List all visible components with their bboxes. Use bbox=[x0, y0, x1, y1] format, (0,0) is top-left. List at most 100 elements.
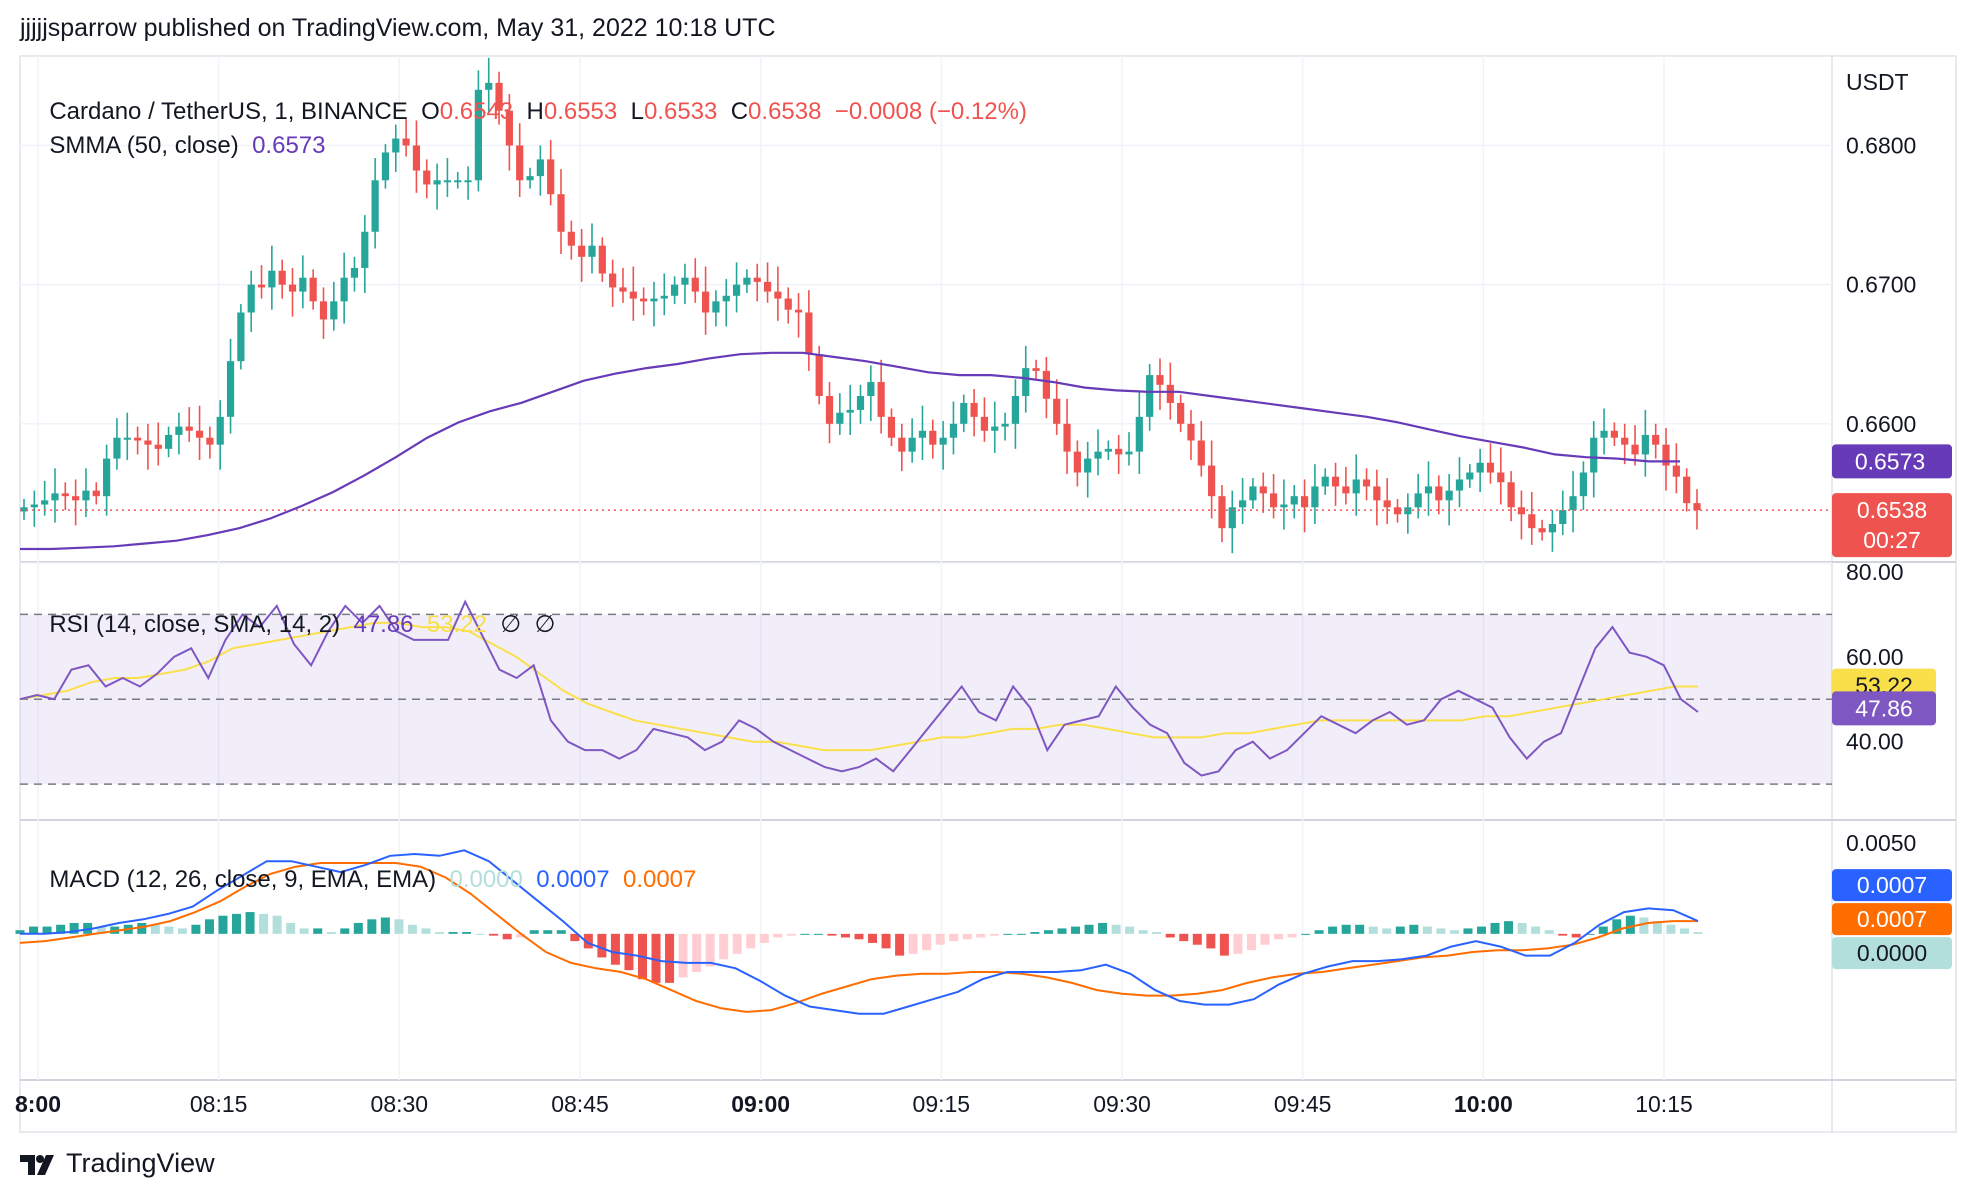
candle-down bbox=[629, 291, 637, 299]
candle-down bbox=[1073, 451, 1081, 473]
candle-up bbox=[20, 507, 28, 512]
candle-down bbox=[1156, 375, 1164, 385]
candle-up bbox=[650, 298, 658, 302]
candle-down bbox=[763, 281, 772, 292]
candle-up bbox=[216, 416, 224, 445]
macd-histogram-bar bbox=[1598, 926, 1608, 934]
macd-histogram-bar bbox=[137, 922, 147, 934]
macd-histogram-bar bbox=[813, 933, 823, 935]
candle-down bbox=[1269, 493, 1278, 508]
macd-histogram-bar bbox=[1476, 926, 1486, 934]
macd-histogram-bar bbox=[286, 922, 296, 934]
candle-up bbox=[991, 426, 999, 431]
countdown-tag: 00:27 bbox=[1863, 527, 1921, 553]
macd-histogram-bar bbox=[922, 933, 932, 951]
candle-up bbox=[1600, 430, 1608, 438]
candle-down bbox=[1393, 507, 1402, 515]
macd-histogram-bar bbox=[191, 924, 201, 934]
candle-down bbox=[1383, 500, 1391, 508]
macd-histogram-bar bbox=[29, 926, 39, 934]
candle-up bbox=[1579, 472, 1588, 497]
candle-up bbox=[743, 277, 751, 285]
macd-histogram-bar bbox=[962, 933, 972, 940]
candle-up bbox=[237, 312, 245, 362]
macd-value: 0.0007 bbox=[536, 866, 610, 893]
macd-histogram-bar bbox=[583, 933, 593, 949]
rsi-line bbox=[19, 599, 1699, 777]
candle-up bbox=[526, 176, 534, 181]
candle-up bbox=[268, 270, 276, 288]
last-price-tag-bg bbox=[1832, 493, 1952, 558]
candle-down bbox=[1032, 368, 1040, 371]
candle-up bbox=[1445, 490, 1453, 501]
rsi-tag-bg bbox=[1832, 691, 1936, 726]
macd-histogram-bar bbox=[489, 933, 499, 936]
candle-up bbox=[1146, 375, 1154, 417]
candle-down bbox=[1042, 370, 1050, 399]
candle-up bbox=[247, 284, 255, 313]
macd-histogram-bar bbox=[976, 933, 986, 938]
candle-up bbox=[681, 277, 689, 285]
macd-histogram-bar bbox=[949, 933, 959, 942]
smma-legend[interactable]: SMMA (50, close) 0.6573 bbox=[36, 104, 325, 160]
macd-histogram-bar bbox=[313, 928, 323, 934]
macd-histogram-bar bbox=[773, 933, 783, 938]
macd-histogram-bar bbox=[1409, 924, 1419, 934]
candle-down bbox=[1373, 486, 1381, 501]
rsi-legend[interactable]: RSI (14, close, SMA, 14, 2) 47.86 53.22 … bbox=[36, 582, 555, 639]
candle-down bbox=[701, 291, 710, 313]
macd-histogram-bar bbox=[786, 933, 796, 936]
macd-histogram-bar bbox=[367, 919, 377, 934]
macd-tag: 0.0007 bbox=[1857, 872, 1927, 898]
symbol-name[interactable]: Cardano / TetherUS, 1, BINANCE bbox=[49, 98, 408, 125]
candle-down bbox=[980, 416, 989, 431]
macd-histogram-bar bbox=[177, 928, 187, 934]
macd-histogram-bar bbox=[150, 924, 160, 934]
macd-histogram-bar bbox=[1206, 933, 1216, 949]
macd-histogram-bar bbox=[353, 922, 363, 934]
candle-down bbox=[1528, 514, 1536, 529]
macd-legend[interactable]: MACD (12, 26, close, 9, EMA, EMA) 0.0000… bbox=[36, 838, 696, 894]
candle-down bbox=[1218, 496, 1226, 529]
price-axis-tick: 0.6600 bbox=[1846, 411, 1916, 437]
macd-histogram-bar bbox=[1544, 930, 1554, 934]
candle-up bbox=[918, 430, 927, 438]
rsi-axis-tick: 40.00 bbox=[1846, 729, 1904, 755]
macd-histogram-bar bbox=[1274, 933, 1283, 940]
smma-value: 0.6573 bbox=[252, 132, 326, 159]
candle-up bbox=[722, 295, 730, 302]
candle-down bbox=[567, 231, 575, 246]
candle-up bbox=[856, 395, 865, 410]
candle-up bbox=[1125, 451, 1133, 455]
rsi-extra-2: ∅ bbox=[534, 611, 556, 638]
candle-up bbox=[226, 361, 235, 417]
high-value: 0.6553 bbox=[543, 98, 618, 125]
macd-histogram-bar bbox=[69, 922, 79, 934]
price-axis-currency: USDT bbox=[1846, 69, 1909, 95]
macd-tag-bg bbox=[1832, 869, 1952, 902]
footer: TradingView bbox=[20, 1148, 215, 1179]
macd-histogram-bar bbox=[1098, 922, 1108, 934]
candle-down bbox=[547, 159, 555, 195]
candle-up bbox=[1559, 510, 1567, 524]
macd-histogram-bar bbox=[556, 930, 566, 934]
candle-down bbox=[92, 490, 100, 497]
macd-histogram-bar bbox=[1260, 933, 1270, 945]
macd-histogram-bar bbox=[462, 932, 472, 934]
candle-down bbox=[578, 245, 586, 257]
macd-histogram-bar bbox=[326, 932, 336, 934]
macd-histogram-bar bbox=[1490, 922, 1500, 934]
candle-down bbox=[154, 444, 162, 449]
macd-histogram-bar bbox=[1287, 933, 1297, 938]
smma-price-tag-bg bbox=[1832, 444, 1952, 479]
candle-up bbox=[1228, 507, 1236, 529]
candle-down bbox=[185, 426, 193, 431]
macd-signal-tag: 0.0007 bbox=[1857, 906, 1927, 932]
footer-brand[interactable]: TradingView bbox=[66, 1148, 215, 1178]
macd-histogram-bar bbox=[854, 933, 864, 940]
candle-up bbox=[350, 267, 359, 278]
candle-up bbox=[1249, 486, 1257, 501]
candle-down bbox=[1300, 496, 1309, 508]
candle-up bbox=[1466, 472, 1474, 480]
